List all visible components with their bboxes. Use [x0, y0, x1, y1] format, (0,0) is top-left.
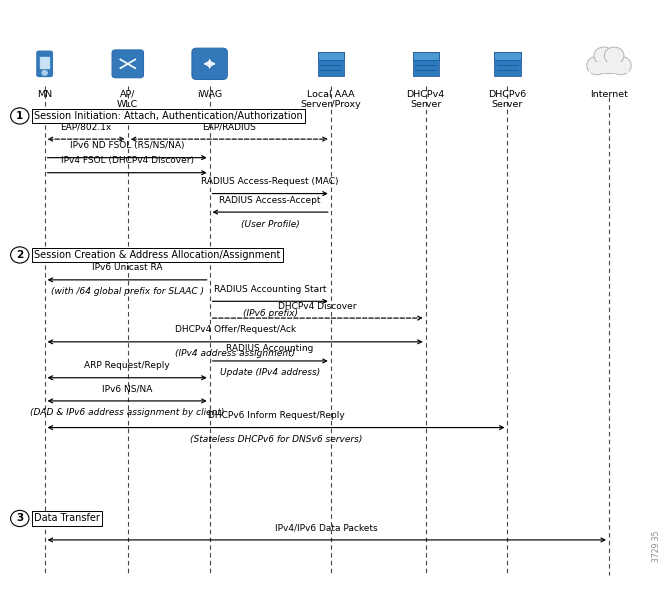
Circle shape	[587, 56, 608, 75]
Text: AP/
WLC: AP/ WLC	[117, 90, 138, 109]
Circle shape	[595, 48, 623, 74]
FancyBboxPatch shape	[37, 51, 53, 77]
Text: DHCPv6 Inform Request/Reply: DHCPv6 Inform Request/Reply	[208, 411, 345, 420]
FancyBboxPatch shape	[318, 51, 344, 76]
Circle shape	[594, 47, 613, 64]
Text: IPv6 NS/NA: IPv6 NS/NA	[102, 384, 152, 394]
FancyBboxPatch shape	[112, 50, 144, 78]
Circle shape	[611, 56, 631, 75]
Text: (IPv6 prefix): (IPv6 prefix)	[242, 309, 298, 318]
FancyBboxPatch shape	[494, 51, 520, 76]
Text: DHCPv4 Offer/Request/Ack: DHCPv4 Offer/Request/Ack	[174, 325, 296, 335]
Text: RADIUS Access-Request (MAC): RADIUS Access-Request (MAC)	[202, 177, 339, 186]
Text: Local AAA
Server/Proxy: Local AAA Server/Proxy	[301, 90, 361, 109]
Text: (DAD & IPv6 address assignment by client): (DAD & IPv6 address assignment by client…	[30, 408, 224, 417]
FancyBboxPatch shape	[589, 62, 629, 73]
FancyBboxPatch shape	[494, 51, 520, 60]
Text: 1: 1	[16, 111, 23, 121]
Text: IPv4 FSOL (DHCPv4 Discover): IPv4 FSOL (DHCPv4 Discover)	[61, 156, 194, 165]
Text: DHCPv4 Discover: DHCPv4 Discover	[279, 301, 357, 310]
Text: DHCPv6
Server: DHCPv6 Server	[488, 90, 526, 109]
Circle shape	[42, 70, 47, 75]
Text: MN: MN	[37, 90, 52, 99]
FancyBboxPatch shape	[318, 51, 344, 60]
Text: Session Initiation: Attach, Authentication/Authorization: Session Initiation: Attach, Authenticati…	[34, 111, 303, 121]
Text: Internet: Internet	[590, 90, 628, 99]
FancyBboxPatch shape	[40, 57, 49, 69]
Text: Data Transfer: Data Transfer	[34, 514, 100, 524]
Text: (User Profile): (User Profile)	[240, 220, 299, 229]
Text: RADIUS Accounting Start: RADIUS Accounting Start	[214, 285, 327, 294]
Circle shape	[605, 47, 624, 64]
Text: Update (IPv4 address): Update (IPv4 address)	[220, 368, 320, 378]
Text: 3: 3	[16, 514, 23, 524]
Text: iWAG: iWAG	[197, 90, 222, 99]
Circle shape	[11, 511, 29, 527]
Text: RADIUS Accounting: RADIUS Accounting	[226, 345, 314, 353]
Text: IPv6 ND FSOL (RS/NS/NA): IPv6 ND FSOL (RS/NS/NA)	[70, 141, 184, 150]
Text: (with /64 global prefix for SLAAC ): (with /64 global prefix for SLAAC )	[51, 287, 204, 297]
Text: 2: 2	[16, 250, 23, 260]
Circle shape	[11, 108, 29, 124]
Text: IPv6 Unicast RA: IPv6 Unicast RA	[92, 264, 162, 272]
Circle shape	[11, 247, 29, 263]
FancyBboxPatch shape	[192, 48, 227, 79]
Text: DHCPv4
Server: DHCPv4 Server	[407, 90, 445, 109]
FancyBboxPatch shape	[413, 51, 439, 60]
Text: 3729 35: 3729 35	[651, 531, 661, 562]
Text: ARP Request/Reply: ARP Request/Reply	[84, 361, 170, 370]
FancyBboxPatch shape	[413, 51, 439, 76]
Text: EAP/802.1x: EAP/802.1x	[61, 122, 112, 132]
Text: EAP/RADIUS: EAP/RADIUS	[202, 122, 257, 132]
Text: (IPv4 address assignment): (IPv4 address assignment)	[175, 349, 295, 358]
Text: Session Creation & Address Allocation/Assignment: Session Creation & Address Allocation/As…	[34, 250, 281, 260]
Text: IPv4/IPv6 Data Packets: IPv4/IPv6 Data Packets	[275, 524, 378, 532]
Text: (Stateless DHCPv6 for DNSv6 servers): (Stateless DHCPv6 for DNSv6 servers)	[190, 435, 362, 444]
Text: RADIUS Access-Accept: RADIUS Access-Accept	[219, 196, 321, 204]
